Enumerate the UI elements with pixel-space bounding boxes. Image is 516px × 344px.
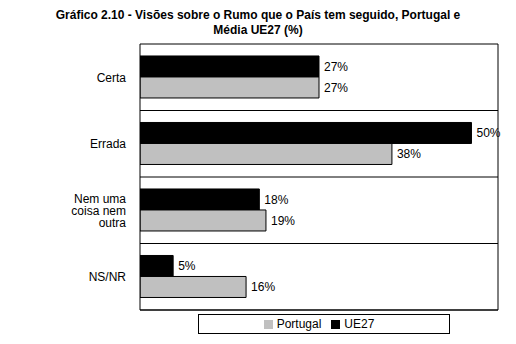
svg-text:27%: 27% bbox=[324, 60, 348, 74]
svg-text:5%: 5% bbox=[178, 259, 196, 273]
svg-text:27%: 27% bbox=[324, 81, 348, 95]
svg-text:Certa: Certa bbox=[97, 71, 127, 85]
svg-text:NS/NR: NS/NR bbox=[89, 270, 127, 284]
svg-text:19%: 19% bbox=[271, 214, 295, 228]
svg-text:38%: 38% bbox=[397, 147, 421, 161]
html-text:Portugal: Portugal bbox=[276, 317, 322, 331]
svg-text:16%: 16% bbox=[251, 280, 275, 294]
html-text:UE27: UE27 bbox=[344, 317, 375, 331]
svg-text:50%: 50% bbox=[476, 126, 500, 140]
svg-text:Nem umacoisa nemoutra: Nem umacoisa nemoutra bbox=[71, 192, 126, 230]
html-text:Gráfico 2.10 - Visões sobre o: Gráfico 2.10 - Visões sobre o Rumo que o… bbox=[55, 8, 461, 37]
svg-text:Errada: Errada bbox=[90, 137, 126, 151]
svg-text:18%: 18% bbox=[264, 193, 288, 207]
